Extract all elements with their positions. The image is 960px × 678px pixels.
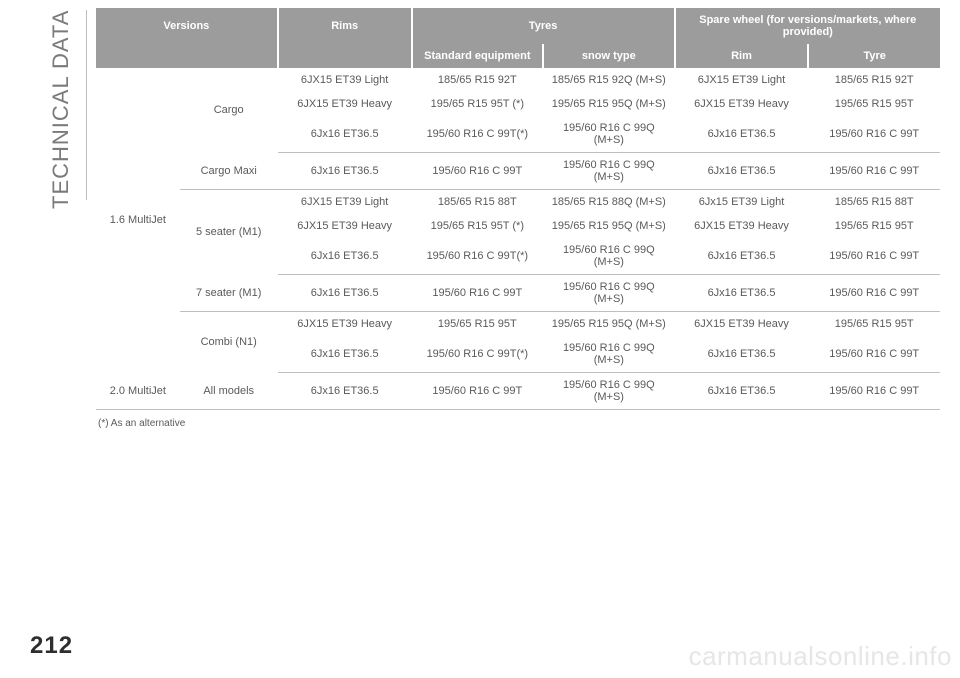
cell: 195/65 R15 95T bbox=[808, 312, 940, 337]
cell: 6Jx16 ET36.5 bbox=[675, 373, 809, 410]
cell: 6Jx16 ET36.5 bbox=[675, 116, 809, 153]
cell: 6JX15 ET39 Light bbox=[675, 68, 809, 92]
cell: 6Jx16 ET36.5 bbox=[278, 373, 412, 410]
cell: 185/65 R15 88T bbox=[808, 190, 940, 215]
cell: 195/60 R16 C 99Q (M+S) bbox=[543, 373, 675, 410]
page: TECHNICAL DATA Versions Rims Tyres Spare… bbox=[0, 0, 960, 678]
cell: 6JX15 ET39 Heavy bbox=[675, 92, 809, 116]
cell: 195/60 R16 C 99T bbox=[412, 275, 543, 312]
header-blank-1 bbox=[96, 44, 278, 68]
cell: 195/60 R16 C 99T bbox=[808, 275, 940, 312]
cell: 185/65 R15 92T bbox=[412, 68, 543, 92]
engine-cell: 2.0 MultiJet bbox=[96, 373, 180, 410]
content-area: Versions Rims Tyres Spare wheel (for ver… bbox=[96, 8, 940, 429]
cell: 195/60 R16 C 99T(*) bbox=[412, 336, 543, 373]
cell: 195/65 R15 95T (*) bbox=[412, 92, 543, 116]
cell: 6JX15 ET39 Heavy bbox=[278, 214, 412, 238]
cell: 195/60 R16 C 99T bbox=[808, 238, 940, 275]
header-rims: Rims bbox=[278, 8, 412, 44]
footnote: (*) As an alternative bbox=[96, 418, 940, 429]
cell: 6Jx16 ET36.5 bbox=[278, 238, 412, 275]
cell: 6JX15 ET39 Heavy bbox=[675, 214, 809, 238]
header-tyres: Tyres bbox=[412, 8, 675, 44]
cell: 6Jx16 ET36.5 bbox=[675, 153, 809, 190]
cell: 6Jx16 ET36.5 bbox=[675, 275, 809, 312]
cell: 185/65 R15 88T bbox=[412, 190, 543, 215]
cell: 6JX15 ET39 Heavy bbox=[278, 312, 412, 337]
cell: 6Jx16 ET36.5 bbox=[278, 153, 412, 190]
cell: 195/65 R15 95Q (M+S) bbox=[543, 312, 675, 337]
header-snow: snow type bbox=[543, 44, 675, 68]
header-blank-2 bbox=[278, 44, 412, 68]
cell: 195/60 R16 C 99T bbox=[412, 373, 543, 410]
model-cell: Cargo bbox=[180, 68, 278, 153]
model-cell: All models bbox=[180, 373, 278, 410]
model-cell: Cargo Maxi bbox=[180, 153, 278, 190]
model-cell: 5 seater (M1) bbox=[180, 190, 278, 275]
cell: 195/65 R15 95T bbox=[808, 92, 940, 116]
cell: 6Jx15 ET39 Light bbox=[675, 190, 809, 215]
cell: 195/65 R15 95T bbox=[412, 312, 543, 337]
cell: 6Jx16 ET36.5 bbox=[278, 116, 412, 153]
cell: 195/65 R15 95Q (M+S) bbox=[543, 214, 675, 238]
cell: 6JX15 ET39 Light bbox=[278, 190, 412, 215]
cell: 185/65 R15 92Q (M+S) bbox=[543, 68, 675, 92]
cell: 195/60 R16 C 99Q (M+S) bbox=[543, 336, 675, 373]
header-rim: Rim bbox=[675, 44, 809, 68]
cell: 195/60 R16 C 99T bbox=[808, 373, 940, 410]
header-spare: Spare wheel (for versions/markets, where… bbox=[675, 8, 940, 44]
engine-cell: 1.6 MultiJet bbox=[96, 68, 180, 373]
sidebar-divider bbox=[86, 10, 87, 200]
cell: 6Jx16 ET36.5 bbox=[675, 238, 809, 275]
model-cell: 7 seater (M1) bbox=[180, 275, 278, 312]
tyre-specification-table: Versions Rims Tyres Spare wheel (for ver… bbox=[96, 8, 940, 410]
cell: 195/60 R16 C 99T(*) bbox=[412, 238, 543, 275]
cell: 6Jx16 ET36.5 bbox=[675, 336, 809, 373]
header-tyre: Tyre bbox=[808, 44, 940, 68]
cell: 6JX15 ET39 Light bbox=[278, 68, 412, 92]
cell: 195/60 R16 C 99Q (M+S) bbox=[543, 116, 675, 153]
cell: 185/65 R15 92T bbox=[808, 68, 940, 92]
cell: 6Jx16 ET36.5 bbox=[278, 336, 412, 373]
cell: 195/65 R15 95T bbox=[808, 214, 940, 238]
cell: 6JX15 ET39 Heavy bbox=[675, 312, 809, 337]
cell: 195/60 R16 C 99T bbox=[808, 116, 940, 153]
header-versions: Versions bbox=[96, 8, 278, 44]
cell: 195/60 R16 C 99T bbox=[808, 153, 940, 190]
cell: 195/60 R16 C 99Q (M+S) bbox=[543, 275, 675, 312]
model-cell: Combi (N1) bbox=[180, 312, 278, 373]
cell: 185/65 R15 88Q (M+S) bbox=[543, 190, 675, 215]
cell: 195/65 R15 95Q (M+S) bbox=[543, 92, 675, 116]
watermark: carmanualsonline.info bbox=[689, 641, 952, 672]
page-number: 212 bbox=[30, 632, 73, 660]
cell: 195/65 R15 95T (*) bbox=[412, 214, 543, 238]
section-title: TECHNICAL DATA bbox=[48, 10, 74, 209]
header-standard: Standard equipment bbox=[412, 44, 543, 68]
cell: 195/60 R16 C 99Q (M+S) bbox=[543, 238, 675, 275]
cell: 195/60 R16 C 99T bbox=[412, 153, 543, 190]
cell: 195/60 R16 C 99T bbox=[808, 336, 940, 373]
cell: 195/60 R16 C 99T(*) bbox=[412, 116, 543, 153]
cell: 195/60 R16 C 99Q (M+S) bbox=[543, 153, 675, 190]
cell: 6JX15 ET39 Heavy bbox=[278, 92, 412, 116]
cell: 6Jx16 ET36.5 bbox=[278, 275, 412, 312]
